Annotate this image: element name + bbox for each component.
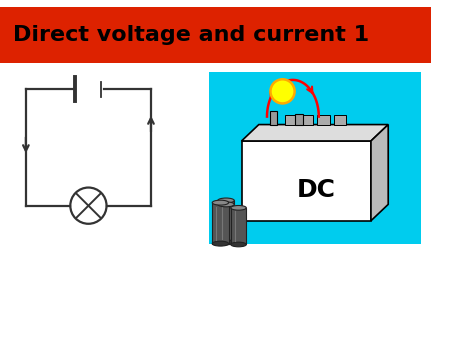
Ellipse shape [218,198,234,203]
Bar [334,115,346,125]
Ellipse shape [231,206,246,210]
Bar [285,115,297,125]
Bar [317,115,329,125]
Bar [0,7,432,63]
Text: Direct voltage and current 1: Direct voltage and current 1 [13,25,369,45]
Bar [242,141,371,221]
Bar [212,203,229,244]
Bar [270,111,277,125]
Bar [301,115,313,125]
Bar [218,204,234,242]
Ellipse shape [218,240,234,245]
Text: DC: DC [297,178,336,202]
Ellipse shape [212,241,229,246]
Ellipse shape [231,242,246,247]
Circle shape [270,79,295,103]
Bar [209,72,421,244]
Ellipse shape [218,202,234,207]
Bar [218,200,234,240]
Polygon shape [371,125,388,221]
Ellipse shape [218,238,234,243]
Bar [231,208,246,244]
Polygon shape [242,125,388,141]
Bar [296,114,303,125]
Ellipse shape [212,200,229,205]
